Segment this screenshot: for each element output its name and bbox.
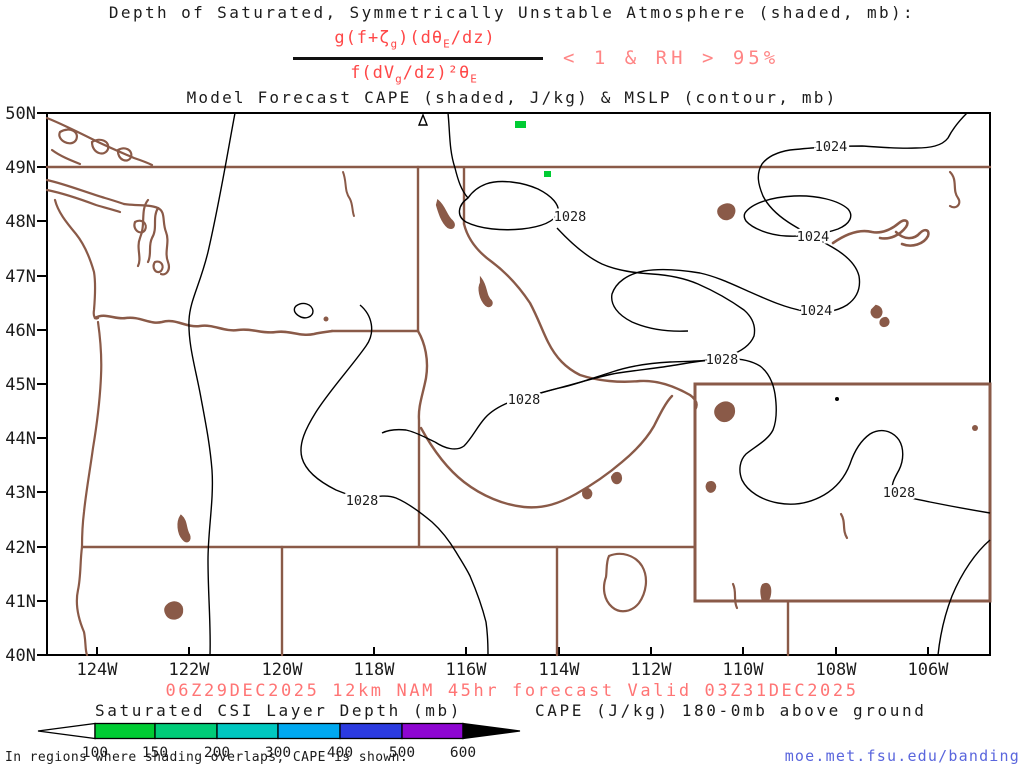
lat-label: 41N xyxy=(5,592,36,612)
lon-label: 122W xyxy=(169,660,211,680)
lon-axis-labels: 124W 122W 120W 118W 116W 114W 112W 110W … xyxy=(77,660,950,680)
colorbar-tick: 500 xyxy=(389,745,415,761)
state-borders xyxy=(45,165,992,657)
mslp-contours xyxy=(188,112,991,656)
lat-axis-labels: 50N 49N 48N 47N 46N 45N 44N 43N 42N 41N … xyxy=(5,104,36,666)
colorbar-tick: 600 xyxy=(450,745,476,761)
lat-label: 42N xyxy=(5,538,36,558)
lat-label: 48N xyxy=(5,212,36,232)
colorbar-segment xyxy=(94,722,156,740)
colorbar-segment xyxy=(401,722,464,740)
lon-label: 108W xyxy=(816,660,858,680)
colorbar-tick: 200 xyxy=(204,745,230,761)
csi-shading-cells xyxy=(515,121,551,177)
contour-label: 1024 xyxy=(815,139,848,155)
contour-label: 1028 xyxy=(883,485,916,501)
lon-label: 120W xyxy=(262,660,304,680)
colorbar-tick: 150 xyxy=(142,745,168,761)
page-title: Depth of Saturated, Symmetrically Unstab… xyxy=(108,3,916,22)
lon-label: 116W xyxy=(446,660,488,680)
colorbar-over-arrow xyxy=(462,722,521,740)
colorbar-segment xyxy=(216,722,279,740)
lat-label: 43N xyxy=(5,483,36,503)
lon-label: 114W xyxy=(539,660,581,680)
colorbar-tick-labels: 100 150 200 300 400 500 600 xyxy=(82,745,476,761)
site-url-link[interactable]: moe.met.fsu.edu/banding xyxy=(784,747,1020,765)
contour-label: 1024 xyxy=(797,229,830,245)
lat-label: 50N xyxy=(5,104,36,124)
contour-label: 1028 xyxy=(508,392,541,408)
map-subtitle: Model Forecast CAPE (shaded, J/kg) & MSL… xyxy=(186,88,838,107)
lon-label: 110W xyxy=(723,660,765,680)
colorbar xyxy=(37,722,521,740)
contour-label: 1028 xyxy=(554,209,587,225)
lon-label: 124W xyxy=(77,660,119,680)
colorbar-segment xyxy=(154,722,218,740)
cape-legend-label: CAPE (J/kg) 180-0mb above ground xyxy=(535,701,927,720)
contour-label: 1028 xyxy=(346,493,379,509)
forecast-valid-line: 06Z29DEC2025 12km NAM 45hr forecast Vali… xyxy=(165,681,859,701)
lat-label: 49N xyxy=(5,158,36,178)
lat-label: 45N xyxy=(5,375,36,395)
formula-numerator: g(f+ζg)(dθE/dz) xyxy=(334,28,496,51)
colorbar-tick: 300 xyxy=(265,745,291,761)
formula-denominator: f(dVg/dz)²θE xyxy=(350,63,478,86)
overlap-note: In regions where shading overlaps, CAPE … xyxy=(5,750,409,765)
colorbar-segment xyxy=(277,722,341,740)
fraction-bar xyxy=(293,57,543,60)
contour-label: 1028 xyxy=(706,352,739,368)
lon-label: 118W xyxy=(354,660,396,680)
coastlines-rivers-lakes xyxy=(45,116,978,657)
lat-label: 40N xyxy=(5,646,36,666)
colorbar-tick: 100 xyxy=(82,745,108,761)
lat-label: 47N xyxy=(5,267,36,287)
colorbar-under-arrow xyxy=(37,722,96,740)
lat-label: 46N xyxy=(5,321,36,341)
formula-condition: < 1 & RH > 95% xyxy=(563,47,780,69)
lat-label: 44N xyxy=(5,429,36,449)
colorbar-segment xyxy=(339,722,403,740)
contour-value-labels: 1024 1024 1024 1028 1028 1028 1028 1028 xyxy=(343,137,918,512)
colorbar-title: Saturated CSI Layer Depth (mb) xyxy=(95,701,462,720)
lon-label: 106W xyxy=(908,660,950,680)
contour-label: 1024 xyxy=(800,303,833,319)
lon-label: 112W xyxy=(631,660,673,680)
colorbar-tick: 400 xyxy=(327,745,353,761)
